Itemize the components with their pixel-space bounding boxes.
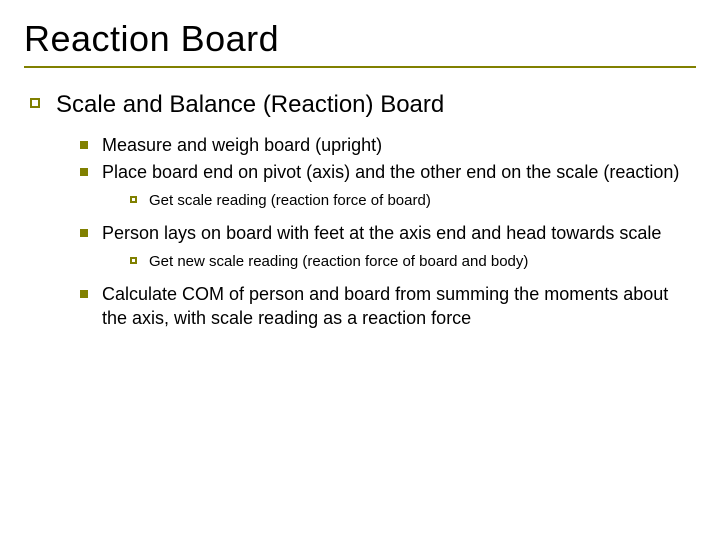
- slide-container: Reaction Board Scale and Balance (Reacti…: [0, 0, 720, 358]
- filled-square-icon: [80, 229, 88, 237]
- bullet-text: Place board end on pivot (axis) and the …: [102, 161, 679, 184]
- bullet-text: Get scale reading (reaction force of boa…: [149, 191, 431, 211]
- bullet-level2: Place board end on pivot (axis) and the …: [80, 161, 696, 184]
- bullet-level2: Calculate COM of person and board from s…: [80, 283, 696, 330]
- filled-square-icon: [80, 168, 88, 176]
- filled-square-icon: [80, 141, 88, 149]
- bullet-text: Measure and weigh board (upright): [102, 134, 382, 157]
- bullet-text: Get new scale reading (reaction force of…: [149, 252, 528, 272]
- slide-title: Reaction Board: [24, 18, 696, 60]
- bullet-level2: Measure and weigh board (upright): [80, 134, 696, 157]
- bullet-level1: Scale and Balance (Reaction) Board: [30, 90, 696, 120]
- filled-square-icon: [80, 290, 88, 298]
- bullet-text: Calculate COM of person and board from s…: [102, 283, 696, 330]
- bullet-text: Scale and Balance (Reaction) Board: [56, 90, 444, 120]
- hollow-square-icon: [30, 98, 40, 108]
- bullet-level3: Get scale reading (reaction force of boa…: [130, 191, 696, 211]
- bullet-level2: Person lays on board with feet at the ax…: [80, 222, 696, 245]
- hollow-square-icon: [130, 257, 137, 264]
- hollow-square-icon: [130, 196, 137, 203]
- bullet-text: Person lays on board with feet at the ax…: [102, 222, 661, 245]
- bullet-level3: Get new scale reading (reaction force of…: [130, 252, 696, 272]
- title-underline: [24, 66, 696, 68]
